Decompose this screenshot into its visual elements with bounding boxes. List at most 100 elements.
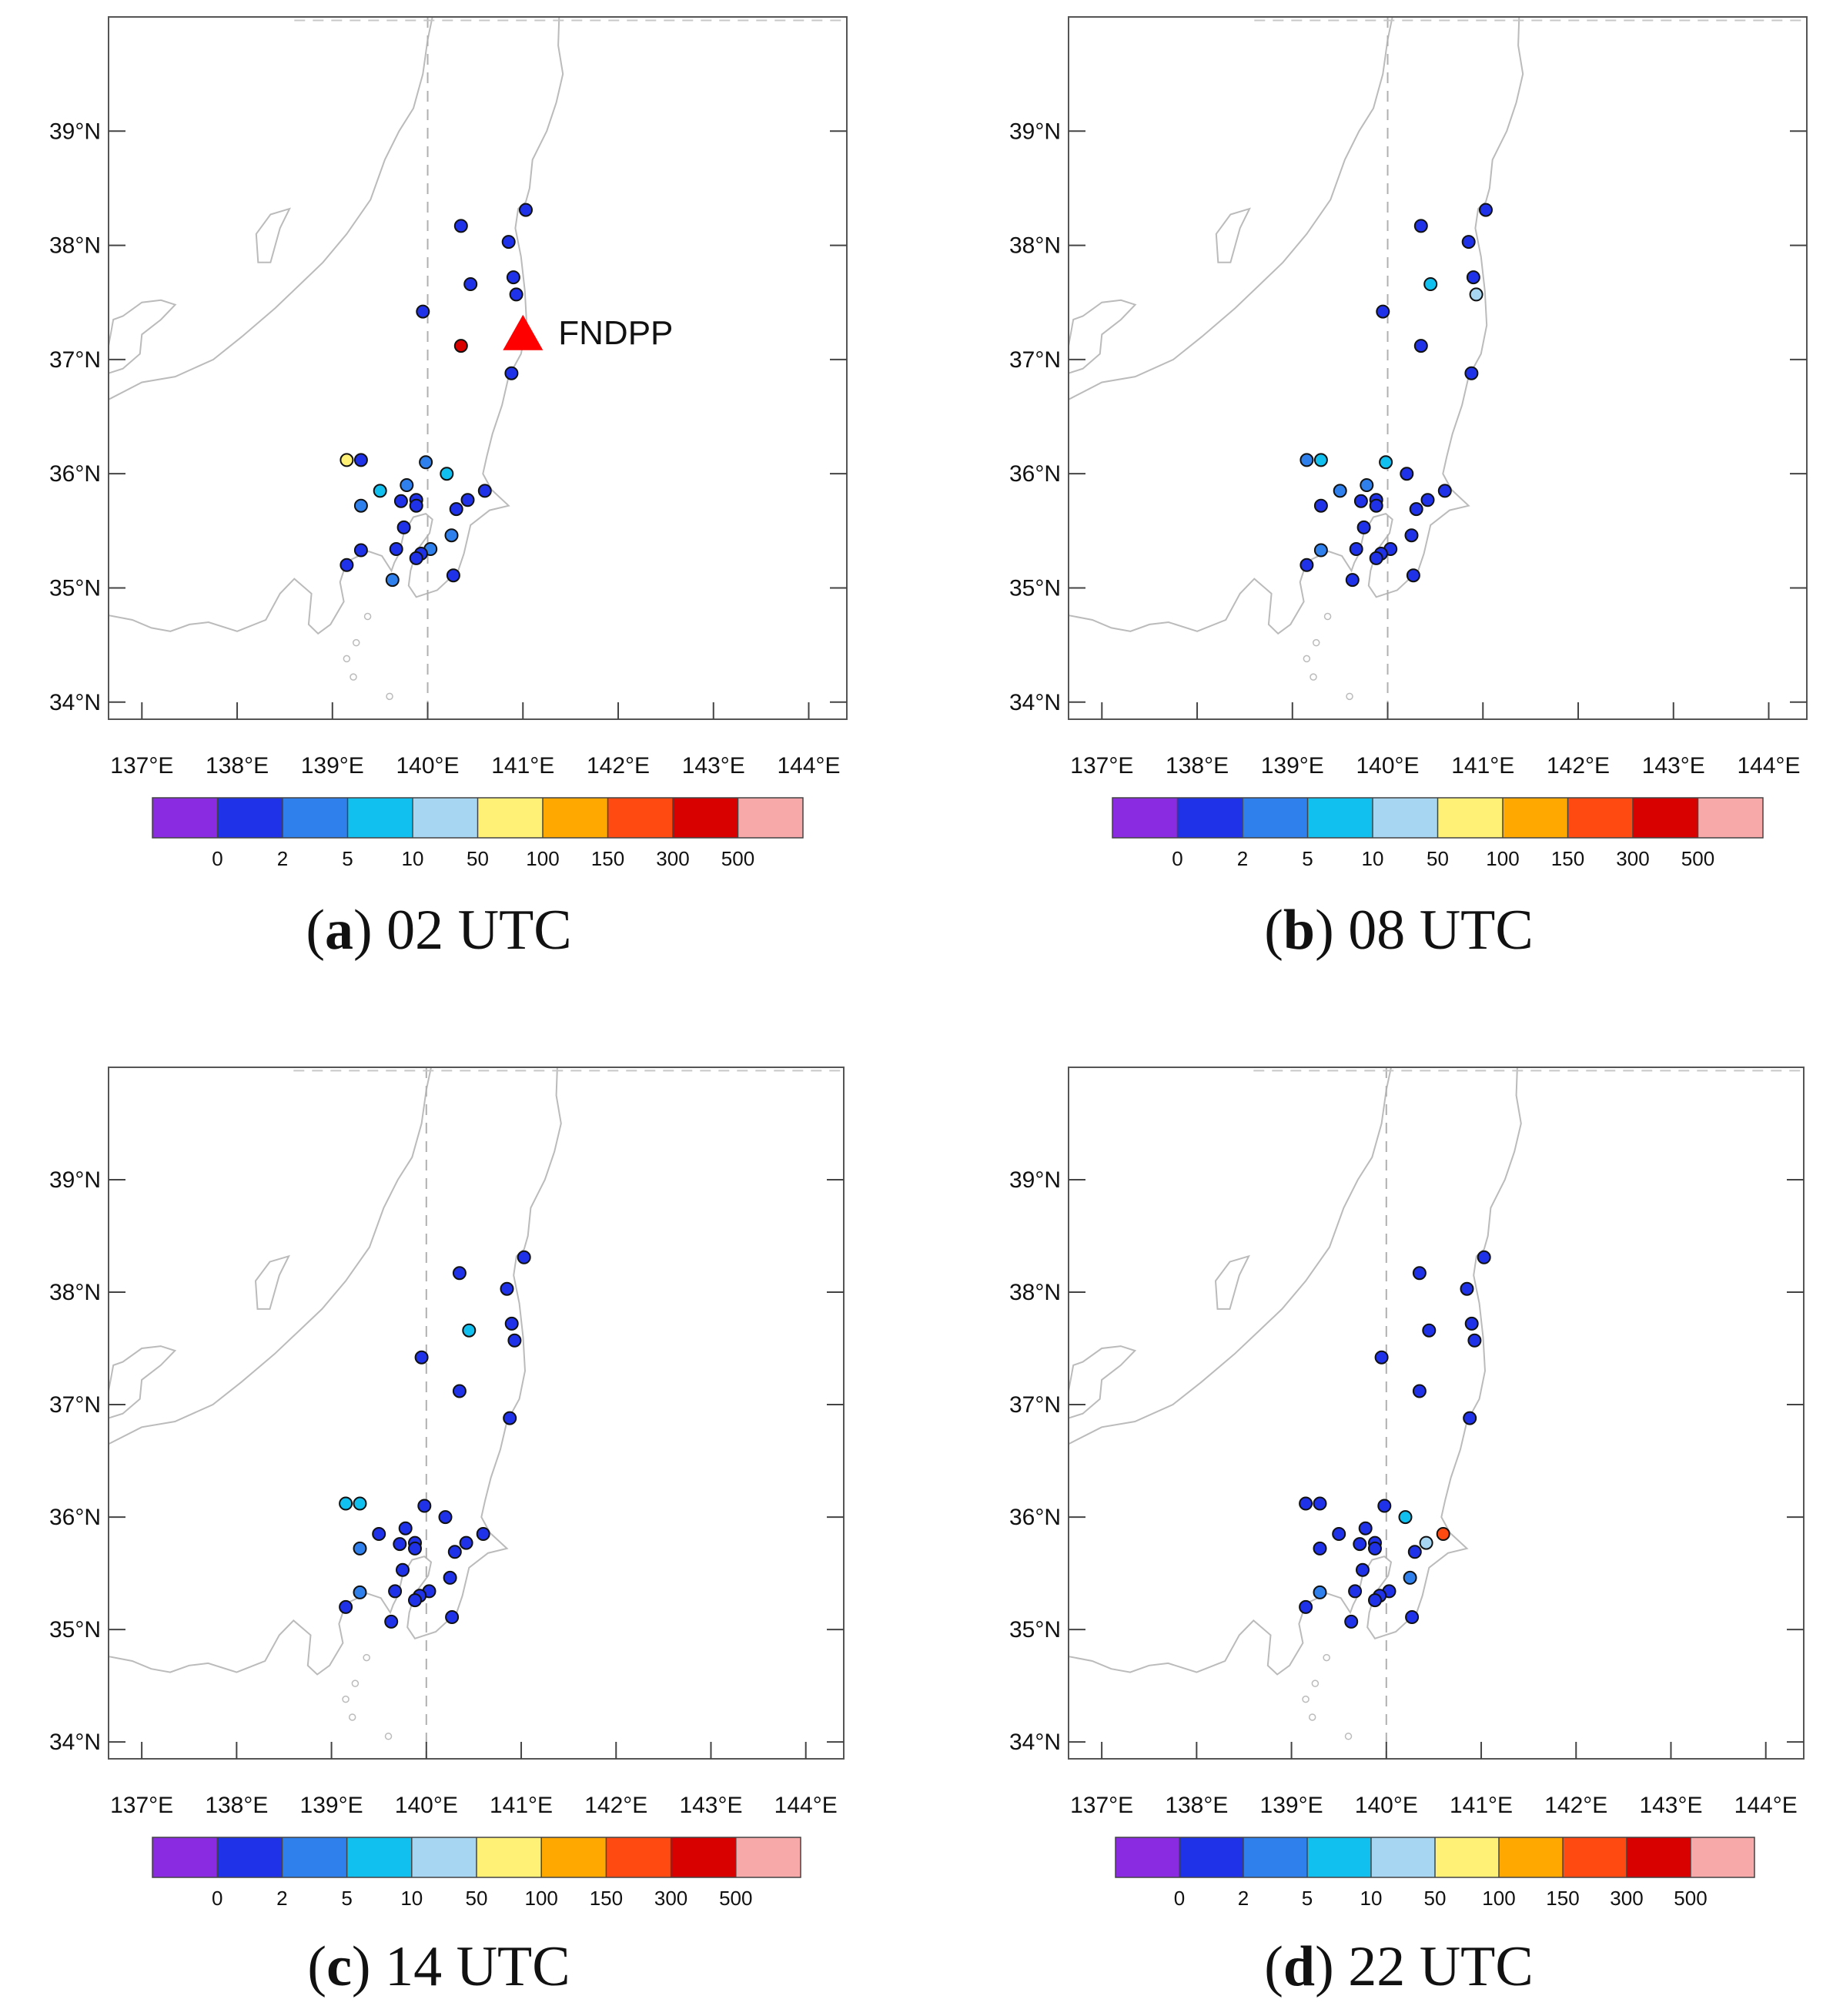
station-marker (1398, 1510, 1413, 1525)
colorbar-tick-label: 2 (277, 847, 288, 870)
station-marker (463, 277, 478, 291)
colorbar-tick-label: 0 (212, 1887, 222, 1910)
lat-label: 38°N (49, 233, 101, 259)
station-marker (1420, 493, 1435, 507)
colorbar-tick-label: 50 (467, 847, 489, 870)
island-4 (386, 692, 393, 701)
island-3 (1310, 673, 1317, 681)
lat-label: 34°N (1009, 690, 1061, 715)
station-marker (1358, 1521, 1373, 1535)
panel-caption: (d) 22 UTC (1264, 1935, 1533, 1998)
map-frame (108, 16, 848, 720)
station-marker (449, 502, 463, 517)
lon-label: 142°E (1544, 1793, 1607, 1818)
colorbar-bin (1691, 1837, 1754, 1877)
lon-label: 143°E (682, 753, 745, 779)
station-marker (396, 520, 411, 534)
colorbar-tick-label: 500 (1681, 847, 1714, 870)
station-marker (1369, 551, 1383, 565)
colorbar-tick-label: 50 (1424, 1887, 1447, 1910)
colorbar-tick-label: 100 (1486, 847, 1519, 870)
colorbar-tick-label: 100 (525, 1887, 558, 1910)
island-3 (1308, 1713, 1316, 1721)
colorbar-tick-label: 5 (1302, 1887, 1313, 1910)
station-marker (1369, 498, 1383, 513)
colorbar-bin (607, 798, 673, 838)
colorbar-tick-label: 0 (1172, 847, 1182, 870)
station-marker (1460, 1281, 1474, 1296)
lat-label: 36°N (49, 461, 101, 487)
lon-label: 140°E (1356, 753, 1420, 779)
station-marker (339, 1496, 353, 1511)
station-marker (504, 366, 519, 380)
colorbar-tick-label: 10 (1362, 847, 1384, 870)
lat-label: 37°N (49, 1392, 101, 1418)
island-1 (1312, 638, 1320, 647)
station-marker (452, 1266, 467, 1281)
colorbar-tick-label: 2 (1237, 847, 1248, 870)
panel-d: 34°N 35°N 36°N 37°N 38°N 39°N 137°E 138°E 139°E 1… (1009, 1067, 1805, 1998)
station-marker (396, 1562, 410, 1577)
station-marker (1379, 455, 1393, 470)
station-marker (1419, 1535, 1433, 1550)
colorbar-tick-label: 50 (466, 1887, 488, 1910)
station-marker (1360, 478, 1374, 492)
lon-label: 141°E (1451, 753, 1514, 779)
station-marker (1467, 1333, 1482, 1348)
island-2 (1302, 1695, 1310, 1703)
station-marker (373, 484, 387, 498)
coastline-japan-sea (1069, 17, 1393, 400)
colorbar-frame (152, 797, 804, 839)
lon-label: 140°E (1355, 1793, 1418, 1818)
map-c (109, 1067, 844, 1759)
station-marker (1400, 467, 1414, 481)
lat-label: 36°N (1009, 461, 1061, 487)
colorbar-tick-label: 0 (1174, 1887, 1185, 1910)
station-marker (1377, 1499, 1392, 1513)
coastline-sado (254, 1254, 291, 1310)
lon-label: 141°E (491, 753, 554, 779)
lat-label: 37°N (49, 347, 101, 373)
station-marker (389, 542, 403, 556)
lon-label: 137°E (110, 1793, 173, 1818)
map-frame (108, 1067, 845, 1760)
colorbar-tick-label: 10 (1360, 1887, 1383, 1910)
station-marker (438, 1510, 453, 1525)
station-marker (384, 1614, 399, 1629)
colorbar-bin (1371, 1837, 1435, 1877)
lat-label: 39°N (1009, 1167, 1061, 1193)
station-marker (517, 1250, 531, 1264)
colorbar-bin (217, 1837, 283, 1877)
station-marker (1464, 366, 1479, 380)
station-marker (453, 219, 468, 233)
station-marker (393, 494, 408, 508)
station-marker (1405, 1610, 1420, 1624)
station-marker (400, 478, 414, 492)
coastline-japan-sea (109, 17, 433, 400)
station-marker (1404, 528, 1419, 543)
coastline-pacific (109, 1067, 562, 1676)
colorbar-tick-label: 2 (276, 1887, 287, 1910)
plant-label: FNDPP (558, 314, 673, 352)
station-marker (1313, 1541, 1327, 1556)
lat-label: 34°N (1009, 1730, 1061, 1755)
coastline-noto (1069, 1345, 1137, 1419)
island-2 (342, 1695, 350, 1703)
lat-label: 35°N (1009, 1617, 1061, 1643)
station-marker (388, 1584, 403, 1599)
station-marker (1353, 494, 1368, 508)
colorbar-tick-label: 5 (341, 1887, 352, 1910)
station-marker (1469, 287, 1483, 302)
colorbar-tick-label: 100 (526, 847, 559, 870)
lon-label: 138°E (1166, 753, 1229, 779)
island-4 (1346, 692, 1353, 701)
colorbar-tick-label: 10 (402, 847, 424, 870)
lon-label: 141°E (490, 1793, 553, 1818)
lat-label: 35°N (1009, 575, 1061, 601)
lat-label: 37°N (1009, 1392, 1061, 1418)
colorbar-bin (411, 1837, 477, 1877)
colorbar-tick-label: 300 (656, 847, 689, 870)
station-marker (476, 1527, 490, 1541)
lon-label: 137°E (1070, 753, 1133, 779)
station-marker (353, 1585, 367, 1599)
